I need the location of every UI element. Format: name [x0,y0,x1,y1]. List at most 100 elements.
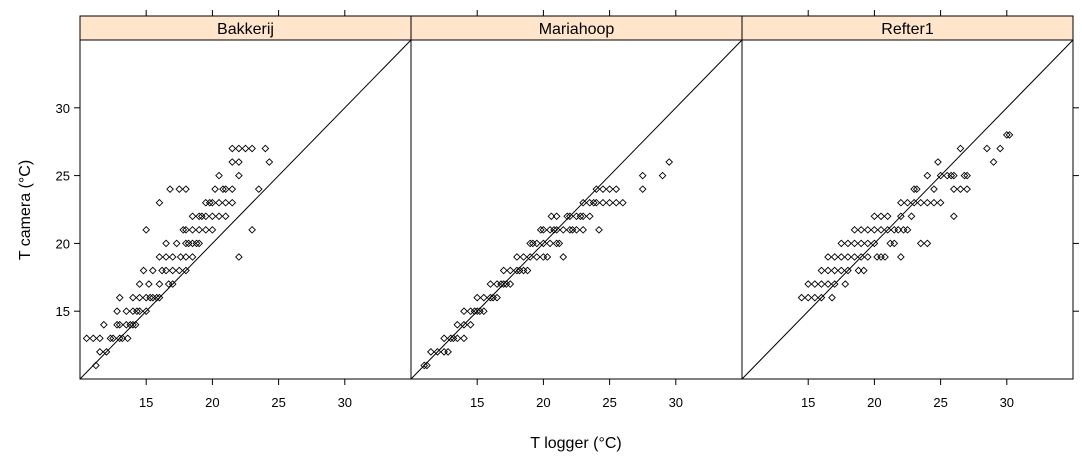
x-tick-label: 15 [470,395,484,410]
data-point [265,158,274,166]
data-point [158,266,166,275]
data-point [208,212,217,221]
x-tick-label: 25 [933,395,947,410]
data-point [824,253,832,261]
data-point [176,253,185,261]
data-point [559,253,568,261]
data-point [195,226,203,234]
data-point [870,212,879,221]
data-point [550,226,558,234]
data-point [497,280,505,288]
data-point [473,307,482,316]
data-point [152,293,161,302]
data-point [115,293,124,302]
data-point [559,226,568,234]
data-point [184,239,193,248]
data-point [850,226,859,234]
data-point [142,226,151,234]
data-point [873,253,881,261]
data-point [99,320,108,329]
data-point [605,185,614,193]
data-point [142,293,151,302]
panel-strip-label: Bakkerij [217,21,274,38]
data-point [916,239,925,248]
data-point [182,253,190,261]
data-point [489,293,497,302]
data-point [916,198,925,207]
data-point [897,212,905,221]
data-point [248,144,256,153]
panel-strip [79,15,412,41]
data-point [499,266,508,275]
data-point [201,198,210,207]
x-tick-label: 15 [801,395,815,410]
data-point [453,320,462,329]
data-point [804,293,813,302]
data-point [566,226,574,234]
data-point [658,171,667,180]
data-point [195,239,203,248]
data-point [221,185,230,193]
data-point [182,266,190,275]
data-point [135,280,144,288]
data-point [555,239,564,248]
data-point [956,185,965,193]
data-point [563,212,572,221]
data-point [129,293,137,302]
data-point [254,185,263,193]
data-point [863,226,872,234]
data-point [506,266,515,275]
data-point [817,280,826,288]
data-point [460,307,468,316]
data-point [113,307,121,316]
x-tick-label: 30 [1000,395,1014,410]
data-point [897,253,905,261]
data-point [619,198,627,207]
data-point [956,144,965,153]
data-point [106,334,115,343]
data-point [502,280,511,288]
data-point [576,212,585,221]
data-point [162,253,170,261]
data-point [470,307,479,316]
data-point [546,226,554,234]
data-point [612,185,621,193]
data-point [947,171,956,180]
panel-strip-label: Mariahoop [539,21,615,38]
data-point [547,212,556,221]
data-point [526,253,534,261]
data-point [903,226,912,234]
data-point [552,239,561,248]
data-point [228,158,237,166]
data-point [476,307,484,316]
data-point [162,266,170,275]
data-point [638,171,647,180]
data-point [92,361,100,370]
data-point [221,212,230,221]
data-point [261,144,270,153]
data-point [133,307,141,316]
x-tick-label: 20 [867,395,881,410]
data-point [983,144,991,153]
x-tick-label: 20 [205,395,219,410]
data-point [515,266,524,275]
data-point [215,212,223,221]
data-point [546,239,554,248]
data-point [201,226,210,234]
data-point [539,253,548,261]
panel-mariahoop: Mariahoop 15 20 25 30 [410,10,743,410]
data-point [612,198,621,207]
data-point [479,293,488,302]
data-point [824,280,832,288]
data-point [162,239,170,248]
data-point [449,334,458,343]
data-point [877,212,885,221]
data-point [923,239,932,248]
data-point [197,212,206,221]
data-point [907,212,916,221]
data-point [589,198,598,207]
data-point [188,212,197,221]
data-point [423,361,431,370]
data-point [479,307,488,316]
data-point [566,212,574,221]
